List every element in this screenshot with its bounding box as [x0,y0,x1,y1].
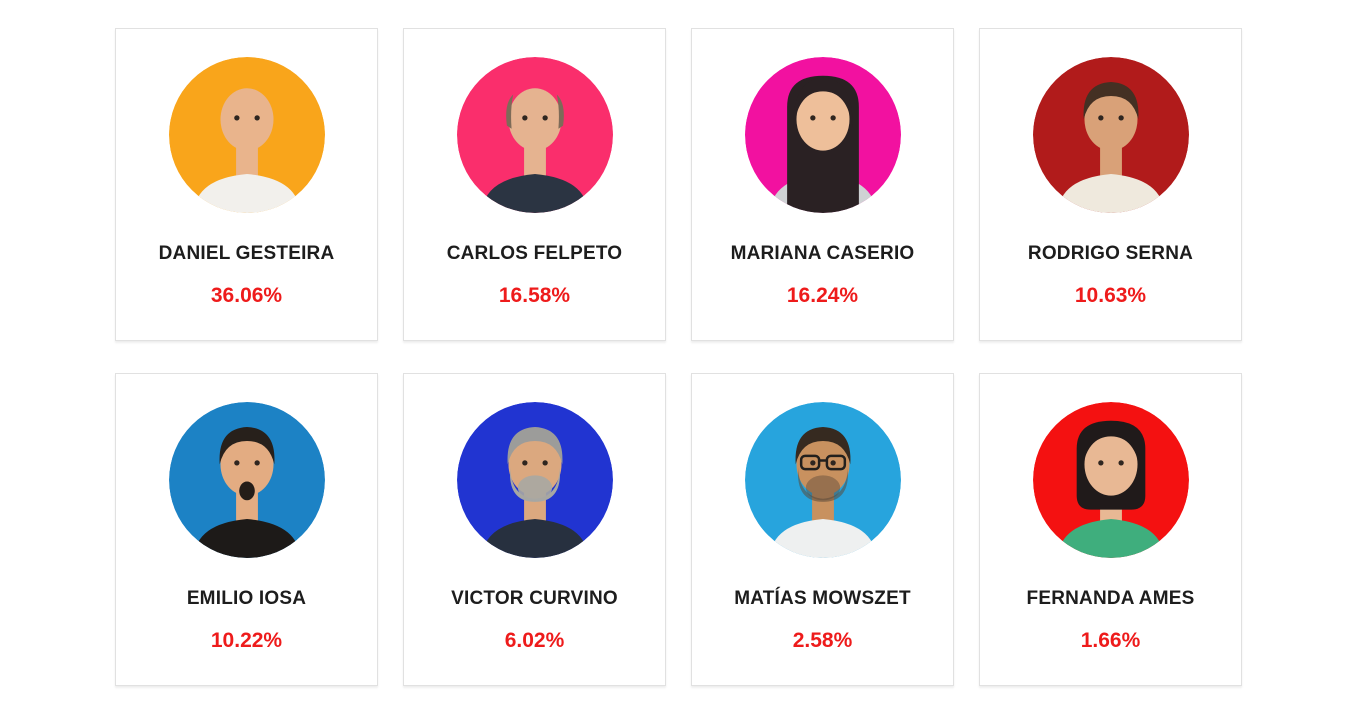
person-icon [744,57,901,213]
candidate-card: FERNANDA AMES 1.66% [979,373,1242,686]
person-icon [1032,57,1189,213]
candidate-photo [168,57,325,213]
candidate-card: EMILIO IOSA 10.22% [115,373,378,686]
candidate-name: EMILIO IOSA [186,588,307,609]
person-icon [168,57,325,213]
glasses-icon [799,454,846,471]
candidate-percentage: 2.58% [792,629,853,652]
candidate-card: CARLOS FELPETO 16.58% [403,28,666,341]
candidate-percentage: 10.63% [1074,284,1147,307]
candidate-photo [456,57,613,213]
candidate-name: MARIANA CASERIO [730,243,915,264]
candidate-percentage: 1.66% [1080,629,1141,652]
candidate-percentage: 16.24% [786,284,859,307]
candidate-photo [1032,57,1189,213]
candidate-percentage: 16.58% [498,284,571,307]
candidate-percentage: 36.06% [210,284,283,307]
person-icon [744,402,901,558]
candidate-name: VICTOR CURVINO [451,588,618,609]
candidate-percentage: 6.02% [504,629,565,652]
candidate-name: CARLOS FELPETO [446,243,623,264]
person-icon [456,402,613,558]
candidate-card: VICTOR CURVINO 6.02% [403,373,666,686]
person-icon [168,402,325,558]
candidate-name: MATÍAS MOWSZET [734,588,911,609]
candidate-photo [456,402,613,558]
candidate-name: FERNANDA AMES [1026,588,1195,609]
candidate-card: DANIEL GESTEIRA 36.06% [115,28,378,341]
candidate-card: MARIANA CASERIO 16.24% [691,28,954,341]
candidate-percentage: 10.22% [210,629,283,652]
candidate-photo [744,402,901,558]
candidates-grid: DANIEL GESTEIRA 36.06% CARLOS FELPETO 16… [115,28,1242,686]
candidate-name: RODRIGO SERNA [1027,243,1194,264]
candidate-card: RODRIGO SERNA 10.63% [979,28,1242,341]
person-icon [456,57,613,213]
candidate-photo [168,402,325,558]
candidate-photo [1032,402,1189,558]
candidate-card: MATÍAS MOWSZET 2.58% [691,373,954,686]
candidate-photo [744,57,901,213]
candidate-name: DANIEL GESTEIRA [158,243,335,264]
person-icon [1032,402,1189,558]
